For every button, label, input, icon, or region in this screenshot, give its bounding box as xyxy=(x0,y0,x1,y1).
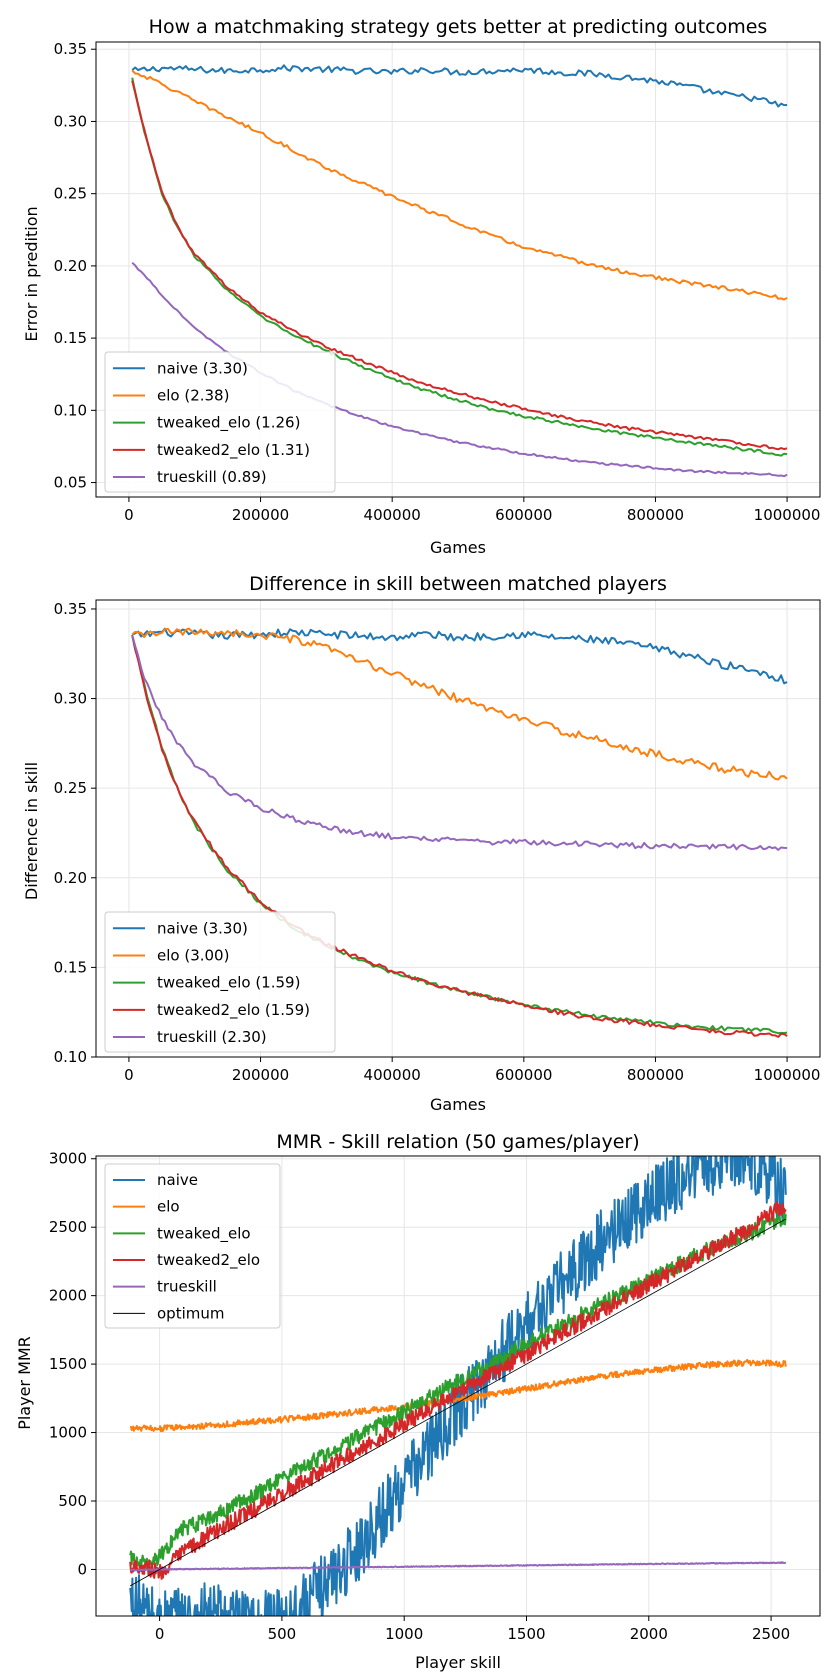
y-tick-label: 0.15 xyxy=(54,329,87,347)
x-axis-label: Games xyxy=(430,1095,486,1114)
series-line-tweaked2_elo xyxy=(131,634,788,1038)
plot-area xyxy=(131,64,788,478)
chart-3-mmr-skill-relation: MMR - Skill relation (50 games/player) P… xyxy=(15,1131,640,1672)
series-line-optimum xyxy=(130,1218,786,1587)
series-line-trueskill xyxy=(131,634,788,851)
chart-3-plot: 0 500 1000 1500 2000 2500 0 500 1000 1500 2000 2500… xyxy=(49,1150,821,1643)
y-axis-label: Player MMR xyxy=(15,1336,34,1430)
chart-title: MMR - Skill relation (50 games/player) xyxy=(276,1131,639,1153)
chart-title: How a matchmaking strategy gets better a… xyxy=(149,16,768,38)
x-tick-label: 200000 xyxy=(232,506,289,524)
x-tick-label: 500 xyxy=(268,1625,297,1643)
x-tick-label: 1000000 xyxy=(754,1066,821,1084)
x-tick-label: 2500 xyxy=(752,1625,790,1643)
x-tick-label: 0 xyxy=(124,1066,134,1084)
legend-label-trueskill: trueskill (2.30) xyxy=(157,1028,267,1046)
legend-label-tweaked_elo: tweaked_elo (1.26) xyxy=(157,414,300,433)
series-line-tweaked_elo xyxy=(131,77,788,457)
x-tick-label: 800000 xyxy=(627,506,684,524)
x-tick-label: 400000 xyxy=(364,506,421,524)
y-axis-label: Error in predition xyxy=(22,206,41,341)
x-tick-label: 200000 xyxy=(232,1066,289,1084)
y-tick-label: 0.10 xyxy=(54,1048,87,1066)
legend-label-naive: naive xyxy=(157,1171,198,1189)
plot-area xyxy=(131,627,788,1038)
series-line-naive xyxy=(131,64,788,108)
series-line-elo xyxy=(131,69,788,301)
y-tick-label: 0.35 xyxy=(54,40,87,58)
y-tick-label: 1500 xyxy=(49,1355,87,1373)
x-tick-label: 400000 xyxy=(364,1066,421,1084)
chart-1-error-in-prediction: How a matchmaking strategy gets better a… xyxy=(22,16,767,557)
y-tick-label: 0.05 xyxy=(54,474,87,492)
y-tick-label: 0 xyxy=(77,1560,87,1578)
legend-label-optimum: optimum xyxy=(157,1304,224,1322)
x-tick-label: 0 xyxy=(124,506,134,524)
y-tick-label: 2000 xyxy=(49,1287,87,1305)
legend-box xyxy=(104,351,336,493)
legend-label-elo: elo xyxy=(157,1198,180,1216)
y-tick-label: 500 xyxy=(58,1492,87,1510)
legend-label-trueskill: trueskill (0.89) xyxy=(157,468,267,486)
x-tick-label: 0 xyxy=(155,1625,165,1643)
y-tick-label: 0.35 xyxy=(54,600,87,618)
x-tick-label: 600000 xyxy=(495,506,552,524)
x-tick-label: 800000 xyxy=(627,1066,684,1084)
y-tick-label: 0.20 xyxy=(54,257,87,275)
y-tick-label: 2500 xyxy=(49,1218,87,1236)
y-tick-label: 1000 xyxy=(49,1424,87,1442)
series-line-elo xyxy=(131,627,788,781)
series-line-tweaked2_elo xyxy=(129,1201,787,1580)
legend-label-tweaked_elo: tweaked_elo (1.59) xyxy=(157,974,300,993)
y-tick-label: 0.30 xyxy=(54,690,87,708)
legend: naive (3.30) elo (3.00) tweaked_elo (1.59)… xyxy=(104,911,336,1053)
legend-label-tweaked2_elo: tweaked2_elo xyxy=(157,1251,260,1270)
y-axis-label: Difference in skill xyxy=(22,762,41,900)
legend-label-elo: elo (3.00) xyxy=(157,946,229,964)
chart-title: Difference in skill between matched play… xyxy=(249,573,667,595)
axes-frame xyxy=(95,1155,821,1617)
series-line-trueskill xyxy=(129,1561,787,1572)
series-line-elo xyxy=(129,1358,787,1433)
plot-area xyxy=(129,1156,787,1616)
legend-label-trueskill: trueskill xyxy=(157,1278,217,1296)
legend-label-tweaked_elo: tweaked_elo xyxy=(157,1224,251,1243)
axes-frame xyxy=(95,599,821,1058)
x-axis-label: Player skill xyxy=(415,1653,501,1672)
y-tick-label: 0.10 xyxy=(54,401,87,419)
x-axis-label: Games xyxy=(430,538,486,557)
chart-1-plot: 0 200000 400000 600000 800000 1000000 0.05 0.10… xyxy=(54,40,821,524)
y-tick-label: 3000 xyxy=(49,1150,87,1168)
legend-label-tweaked2_elo: tweaked2_elo (1.59) xyxy=(157,1001,310,1020)
chart-2-difference-in-skill: Difference in skill between matched play… xyxy=(22,573,667,1114)
legend-label-naive: naive (3.30) xyxy=(157,919,248,937)
y-tick-label: 0.15 xyxy=(54,958,87,976)
legend-box xyxy=(104,911,336,1053)
y-tick-label: 0.20 xyxy=(54,869,87,887)
y-tick-label: 0.25 xyxy=(54,185,87,203)
legend-label-naive: naive (3.30) xyxy=(157,359,248,377)
legend-label-elo: elo (2.38) xyxy=(157,386,229,404)
x-tick-label: 1000000 xyxy=(754,506,821,524)
legend-box xyxy=(104,1163,281,1329)
x-tick-label: 600000 xyxy=(495,1066,552,1084)
x-tick-label: 1500 xyxy=(507,1625,545,1643)
legend: naive elo tweaked_elo tweaked2_elo trueskill… xyxy=(104,1163,281,1329)
axes-frame xyxy=(95,41,821,498)
y-tick-label: 0.30 xyxy=(54,112,87,130)
series-line-tweaked2_elo xyxy=(131,80,788,451)
chart-2-plot: 0 200000 400000 600000 800000 1000000 0.10 0.15… xyxy=(54,599,821,1084)
legend-label-tweaked2_elo: tweaked2_elo (1.31) xyxy=(157,441,310,460)
x-tick-label: 1000 xyxy=(385,1625,423,1643)
x-tick-label: 2000 xyxy=(630,1625,668,1643)
y-tick-label: 0.25 xyxy=(54,779,87,797)
legend: naive (3.30) elo (2.38) tweaked_elo (1.26)… xyxy=(104,351,336,493)
